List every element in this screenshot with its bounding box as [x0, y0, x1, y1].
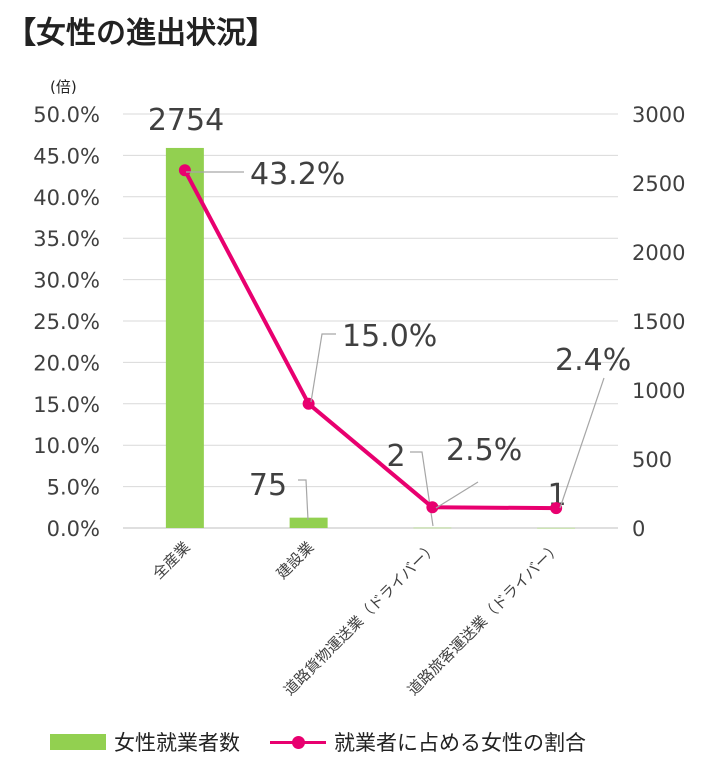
left-axis-tick-label: 40.0%: [33, 186, 100, 210]
right-axis-tick-label: 0: [632, 517, 645, 541]
right-axis-tick-label: 1000: [632, 379, 685, 403]
line-label-leader-line: [559, 377, 605, 509]
bar-label-leader-line: [410, 451, 434, 527]
chart-title: 【女性の進出状況】: [6, 16, 276, 51]
bar-label-leader-line: [298, 479, 309, 521]
left-axis-tick-label: 30.0%: [33, 269, 100, 293]
legend: 女性就業者数 就業者に占める女性の割合: [50, 727, 586, 757]
left-axis-tick-label: 20.0%: [33, 351, 100, 375]
line-data-label: 43.2%: [250, 157, 345, 192]
right-axis-tick-label: 500: [632, 448, 672, 472]
legend-line-swatch: [270, 734, 326, 750]
line-point: [178, 164, 191, 177]
left-axis-tick-label: 45.0%: [33, 144, 100, 168]
left-axis-tick-label: 5.0%: [47, 476, 100, 500]
bar-data-label: 2: [386, 439, 405, 474]
left-axis-tick-label: 15.0%: [33, 393, 100, 417]
bar-data-label: 2754: [148, 103, 224, 138]
left-axis-tick-label: 25.0%: [33, 310, 100, 334]
right-axis-tick-label: 3000: [632, 103, 685, 127]
left-axis-tick-label: 35.0%: [33, 227, 100, 251]
x-axis-category-label: 全産業: [149, 538, 194, 583]
legend-bar-swatch: [50, 734, 106, 750]
bar-data-label: 75: [249, 468, 287, 503]
line-data-label: 15.0%: [342, 319, 437, 354]
bar: [537, 527, 576, 529]
left-axis-tick-label: 10.0%: [33, 434, 100, 458]
bar: [413, 527, 452, 529]
bar: [165, 147, 204, 528]
legend-label-line: 就業者に占める女性の割合: [334, 731, 586, 755]
right-axis-tick-label: 1500: [632, 310, 685, 334]
legend-item-bar: 女性就業者数: [50, 727, 240, 757]
left-axis-tick-label: 0.0%: [47, 517, 100, 541]
right-axis-tick-label: 2000: [632, 241, 685, 265]
line-point: [426, 501, 439, 514]
legend-label-bar: 女性就業者数: [114, 731, 240, 755]
left-axis-tick-label: 50.0%: [33, 103, 100, 127]
x-axis-category-label: 建設業: [273, 538, 318, 583]
line-point: [550, 502, 563, 515]
line-label-leader-line: [435, 481, 479, 509]
bar: [289, 517, 328, 528]
line-label-leader-line: [310, 333, 336, 403]
line-series: [183, 169, 557, 511]
legend-item-line: 就業者に占める女性の割合: [270, 727, 586, 757]
line-data-label: 2.5%: [446, 433, 522, 468]
left-axis-unit: (倍): [50, 78, 77, 96]
line-point: [302, 397, 315, 410]
line-data-label: 2.4%: [555, 343, 631, 378]
right-axis-tick-label: 2500: [632, 172, 685, 196]
